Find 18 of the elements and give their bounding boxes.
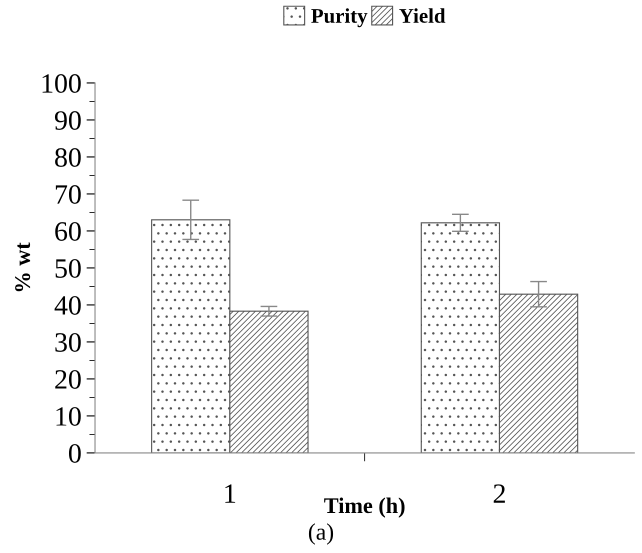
y-tick-label: 10 xyxy=(56,407,81,426)
x-axis-title: Time (h) xyxy=(324,498,405,518)
y-tick-label: 50 xyxy=(56,259,81,278)
legend-label: Yield xyxy=(399,8,446,23)
y-tick-label: 80 xyxy=(55,148,81,167)
y-tick-label: 0 xyxy=(68,444,81,463)
y-tick-label: 90 xyxy=(54,111,81,130)
text: (a) xyxy=(308,523,334,545)
y-tick-label: 70 xyxy=(56,185,81,204)
x-tick-label: 2 xyxy=(494,484,505,503)
y-tick-label: 20 xyxy=(55,370,81,389)
y-axis-title: % wt xyxy=(15,242,30,292)
y-tick-label: 60 xyxy=(55,222,81,241)
y-tick-label: 100 xyxy=(42,74,81,93)
x-tick-label: 1 xyxy=(225,484,236,503)
y-tick-label: 30 xyxy=(55,333,81,352)
y-tick-label: 40 xyxy=(54,296,81,315)
legend-label: Purity xyxy=(311,8,368,28)
